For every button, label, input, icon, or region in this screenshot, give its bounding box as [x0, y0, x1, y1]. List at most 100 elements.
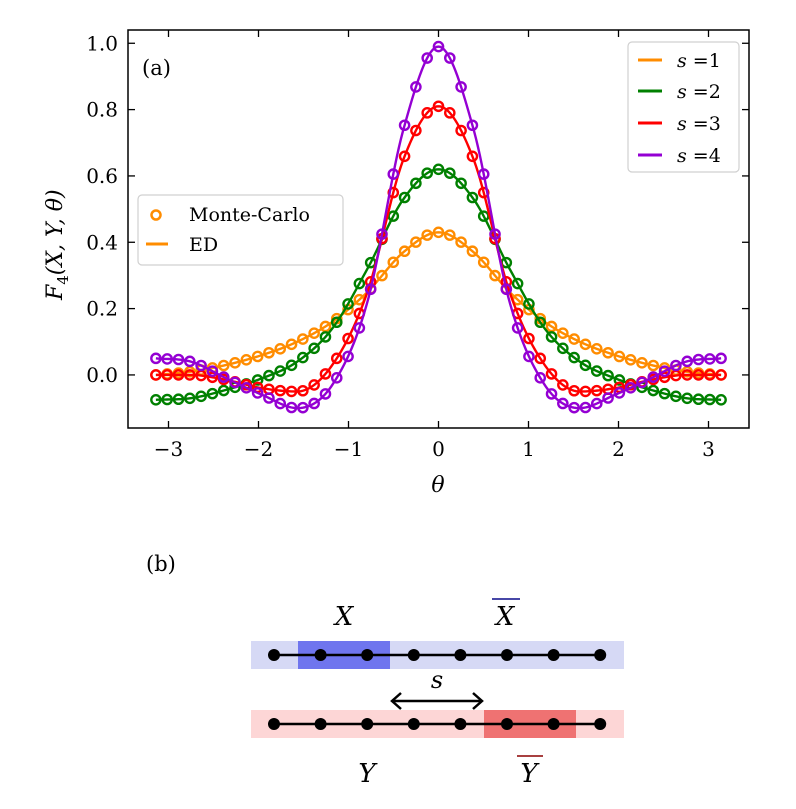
mc-point — [545, 331, 558, 343]
mc-point — [342, 350, 354, 363]
y-axis-label-base: F — [43, 284, 68, 301]
mc-point — [319, 320, 332, 333]
legend-s-text: s =3 — [677, 113, 721, 135]
mc-point — [263, 346, 275, 359]
lattice-site — [268, 649, 280, 661]
lattice-site — [594, 649, 607, 661]
mc-point — [308, 397, 320, 410]
legend-s-entry: s =3 — [638, 113, 721, 135]
mc-point — [240, 354, 253, 366]
mc-point — [240, 381, 253, 394]
mc-point — [195, 359, 207, 372]
panel-a-label: (a) — [142, 56, 171, 80]
mc-point — [489, 269, 501, 282]
lattice-site — [501, 718, 513, 730]
y-tick-label: 0.4 — [86, 230, 118, 254]
lattice-site — [454, 649, 467, 661]
mc-point — [206, 365, 219, 378]
mc-point — [421, 167, 433, 179]
mc-point — [263, 392, 275, 404]
mc-point — [285, 338, 298, 351]
mc-point — [557, 379, 569, 391]
mc-point — [602, 369, 614, 382]
x-tick-label: 2 — [612, 437, 625, 461]
x-tick-label: −1 — [334, 437, 363, 461]
mc-point — [217, 371, 230, 383]
mc-point — [330, 316, 343, 329]
mc-point — [410, 81, 422, 93]
x-tick-label: −2 — [244, 437, 273, 461]
mc-point — [387, 210, 400, 222]
y-tick-label: 0.0 — [86, 363, 118, 387]
y-tick-label: 1.0 — [86, 31, 118, 55]
lattice-site — [361, 649, 374, 661]
mc-point — [376, 269, 388, 282]
legend-monte-carlo-text: Monte-Carlo — [189, 204, 310, 226]
mc-point — [579, 338, 592, 351]
legend-s-text: s =2 — [677, 81, 721, 103]
mc-point — [658, 365, 671, 378]
mc-point — [613, 350, 626, 363]
y-axis-label-sub: 4 — [54, 275, 72, 285]
panel-b-label: (b) — [146, 552, 176, 576]
mc-point — [534, 372, 547, 384]
panel-b-diagram: (b) X X s Y Y — [146, 552, 624, 789]
mc-point — [410, 124, 422, 137]
legend-method-box — [137, 194, 344, 266]
y-chain-sites — [268, 718, 607, 730]
mc-point — [455, 236, 467, 248]
ed-line — [155, 45, 722, 410]
legend-s-text: s =4 — [677, 145, 721, 167]
mc-point — [342, 298, 354, 310]
tick-layer: −3 −2 −1 0 1 2 3 0.0 0.2 0.4 0.6 0.8 1.0 — [86, 30, 749, 461]
legend-monte-carlo-marker — [150, 209, 162, 221]
lattice-site — [407, 718, 420, 730]
mc-point — [534, 316, 547, 329]
mc-point — [410, 177, 422, 190]
legend-method: Monte-Carlo ED — [137, 194, 344, 266]
mc-point — [398, 119, 411, 132]
legend-s-box — [627, 41, 740, 173]
legend-s: s =1 s =2 s =3 s =4 — [627, 41, 740, 173]
mc-point — [263, 369, 275, 382]
lattice-site — [594, 718, 607, 730]
mc-point — [466, 119, 479, 132]
mc-point — [342, 332, 354, 345]
mc-point — [557, 397, 569, 410]
mc-point — [534, 352, 547, 365]
mc-point — [636, 376, 648, 389]
mc-point — [523, 298, 535, 310]
y-region-label: Y — [520, 759, 540, 789]
mc-point — [624, 354, 637, 366]
mc-point — [444, 167, 456, 179]
mc-point — [285, 359, 298, 372]
mc-point — [590, 397, 603, 410]
y-tick-label: 0.2 — [86, 297, 118, 321]
mc-point — [545, 368, 558, 380]
legend-s-entry: s =1 — [638, 50, 721, 72]
mc-point — [568, 333, 580, 345]
mc-point — [455, 177, 467, 190]
mc-point — [217, 384, 230, 397]
series-s-4 — [150, 40, 727, 414]
mc-point — [624, 381, 637, 394]
y-axis-label-args: (X, Y, θ) — [43, 189, 68, 275]
x-tick-label: −3 — [154, 437, 183, 461]
legend-ed-text: ED — [189, 234, 218, 256]
panel-a-chart: −3 −2 −1 0 1 2 3 0.0 0.2 0.4 0.6 0.8 1.0 (a) F4(X, Y… — [43, 29, 750, 498]
series-layer — [150, 40, 727, 414]
lattice-site — [501, 649, 513, 661]
shift-label: s — [431, 666, 443, 694]
mc-point — [511, 277, 524, 290]
mc-point — [590, 343, 603, 355]
mc-point — [455, 81, 467, 93]
mc-point — [398, 150, 411, 163]
mc-point — [251, 374, 264, 386]
mc-point — [319, 368, 332, 380]
lattice-site — [314, 649, 327, 661]
mc-point — [477, 256, 490, 269]
mc-point — [647, 371, 660, 383]
lattice-site — [547, 649, 560, 661]
mc-point — [466, 245, 479, 258]
